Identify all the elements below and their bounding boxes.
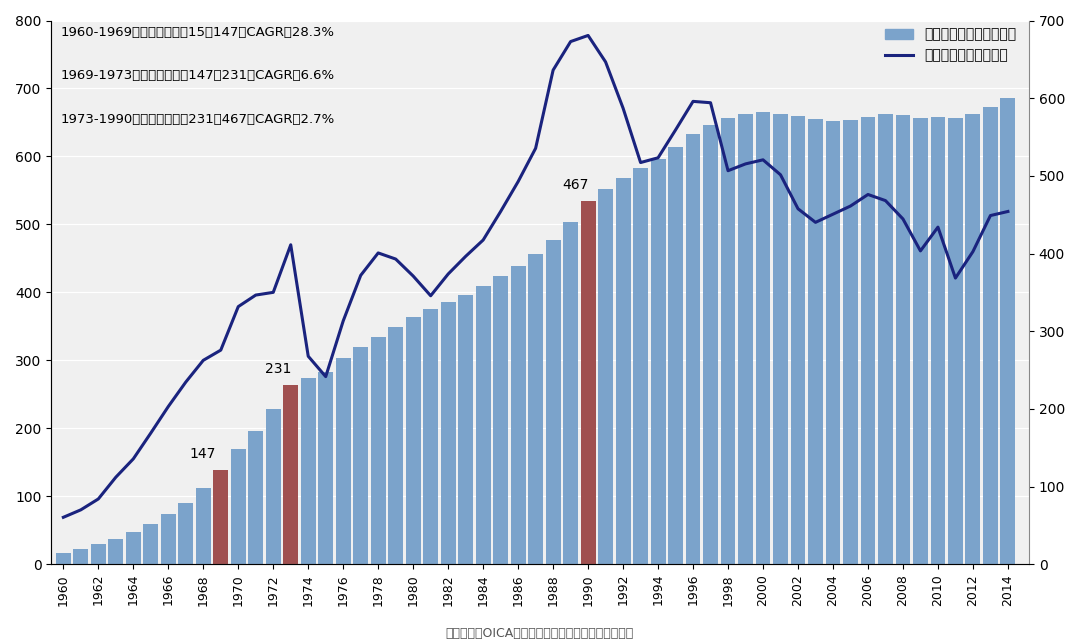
- Text: 1960-1969年：千人保有量15至147，CAGR为28.3%: 1960-1969年：千人保有量15至147，CAGR为28.3%: [60, 26, 335, 39]
- Bar: [91, 544, 106, 564]
- Legend: 日本千人保有量（右轴）, 日本新车销量（万辆）: 日本千人保有量（右轴）, 日本新车销量（万辆）: [880, 22, 1022, 68]
- Bar: [336, 358, 351, 564]
- Bar: [563, 223, 578, 564]
- Bar: [983, 108, 998, 564]
- Bar: [406, 317, 420, 564]
- Bar: [669, 147, 683, 564]
- Bar: [773, 114, 788, 564]
- Bar: [73, 548, 89, 564]
- Bar: [650, 159, 665, 564]
- Bar: [126, 532, 140, 564]
- Bar: [1000, 98, 1015, 564]
- Bar: [56, 552, 71, 564]
- Bar: [144, 524, 159, 564]
- Bar: [633, 168, 648, 564]
- Text: 数据来源：OICA，汽车工业协会，国泰君安证券研究: 数据来源：OICA，汽车工业协会，国泰君安证券研究: [446, 627, 634, 640]
- Bar: [214, 470, 228, 564]
- Bar: [528, 253, 543, 564]
- Bar: [825, 121, 840, 564]
- Bar: [616, 178, 631, 564]
- Bar: [948, 118, 963, 564]
- Bar: [108, 539, 123, 564]
- Bar: [581, 202, 595, 564]
- Bar: [266, 409, 281, 564]
- Bar: [458, 296, 473, 564]
- Text: 467: 467: [562, 179, 589, 192]
- Bar: [353, 347, 368, 564]
- Bar: [913, 118, 928, 564]
- Bar: [494, 276, 508, 564]
- Bar: [720, 118, 735, 564]
- Text: 1973-1990年：千人保有量231至467，CAGR为2.7%: 1973-1990年：千人保有量231至467，CAGR为2.7%: [60, 113, 335, 126]
- Bar: [511, 266, 526, 564]
- Bar: [878, 114, 893, 564]
- Bar: [161, 515, 176, 564]
- Bar: [598, 189, 613, 564]
- Bar: [843, 120, 858, 564]
- Bar: [861, 117, 876, 564]
- Bar: [248, 431, 264, 564]
- Bar: [931, 117, 945, 564]
- Bar: [319, 372, 333, 564]
- Bar: [388, 327, 403, 564]
- Bar: [231, 449, 245, 564]
- Bar: [791, 116, 806, 564]
- Bar: [301, 378, 315, 564]
- Bar: [370, 337, 386, 564]
- Text: 147: 147: [189, 447, 216, 461]
- Bar: [545, 239, 561, 564]
- Bar: [966, 115, 981, 564]
- Bar: [703, 125, 718, 564]
- Text: 1969-1973年：千人保有量147至231，CAGR为6.6%: 1969-1973年：千人保有量147至231，CAGR为6.6%: [60, 69, 335, 83]
- Bar: [808, 119, 823, 564]
- Bar: [738, 114, 753, 564]
- Bar: [756, 112, 770, 564]
- Bar: [283, 385, 298, 564]
- Bar: [195, 488, 211, 564]
- Bar: [423, 309, 438, 564]
- Bar: [686, 134, 701, 564]
- Text: 231: 231: [265, 362, 291, 376]
- Bar: [895, 115, 910, 564]
- Bar: [475, 286, 490, 564]
- Bar: [441, 303, 456, 564]
- Bar: [178, 503, 193, 564]
